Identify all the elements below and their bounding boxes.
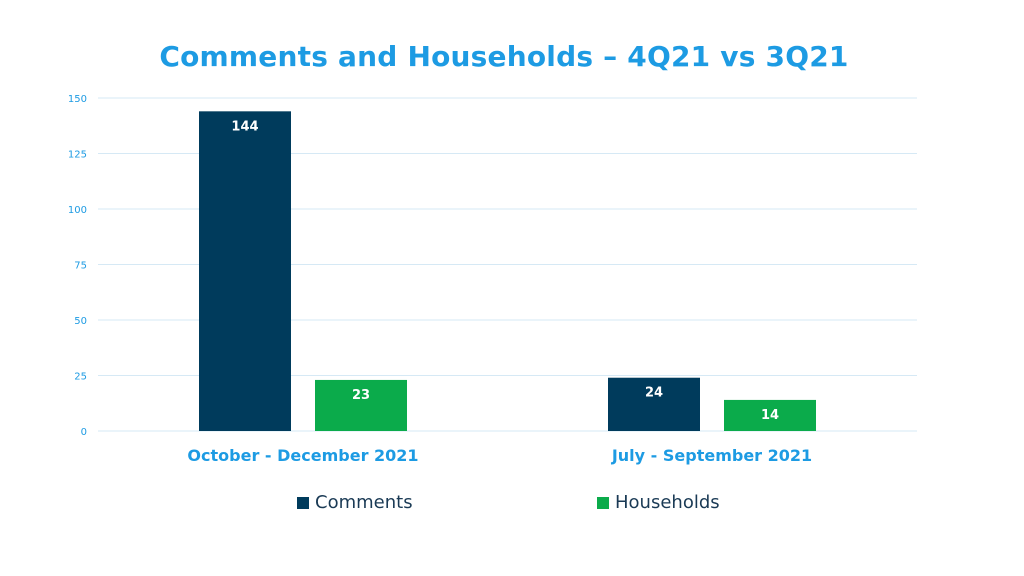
chart-title: Comments and Households – 4Q21 vs 3Q21 — [159, 40, 849, 73]
legend-label-comments: Comments — [315, 492, 413, 513]
y-tick-label: 50 — [74, 316, 87, 327]
bar-comments-1 — [608, 377, 700, 431]
y-tick-label: 0 — [81, 427, 87, 438]
x-category-label: July - September 2021 — [611, 446, 812, 465]
y-tick-label: 150 — [68, 94, 87, 105]
data-label: 14 — [761, 408, 779, 423]
data-labels: 144 24 23 14 — [231, 119, 779, 423]
legend-label-households: Households — [615, 492, 720, 513]
y-tick-label: 75 — [74, 261, 87, 272]
bar-households-0 — [315, 379, 407, 431]
legend: Comments Households — [0, 492, 1024, 516]
data-label: 24 — [645, 386, 663, 401]
legend-swatch-households — [597, 496, 609, 509]
y-tick-label: 25 — [74, 372, 87, 383]
data-label: 144 — [231, 119, 258, 134]
bar-comments-0 — [199, 111, 291, 431]
legend-item-comments: Comments — [297, 492, 413, 513]
data-label: 23 — [352, 388, 370, 403]
legend-swatch-comments — [297, 496, 309, 509]
y-tick-label: 100 — [68, 205, 87, 216]
y-tick-label: 125 — [68, 150, 87, 161]
x-category-label: October - December 2021 — [187, 446, 418, 465]
bars — [199, 111, 816, 431]
bar-households-1 — [724, 399, 816, 431]
legend-item-households: Households — [597, 492, 720, 513]
x-axis-categories: October - December 2021 July - September … — [187, 446, 812, 465]
y-axis-ticks: 0 25 50 75 100 125 150 — [68, 94, 87, 438]
